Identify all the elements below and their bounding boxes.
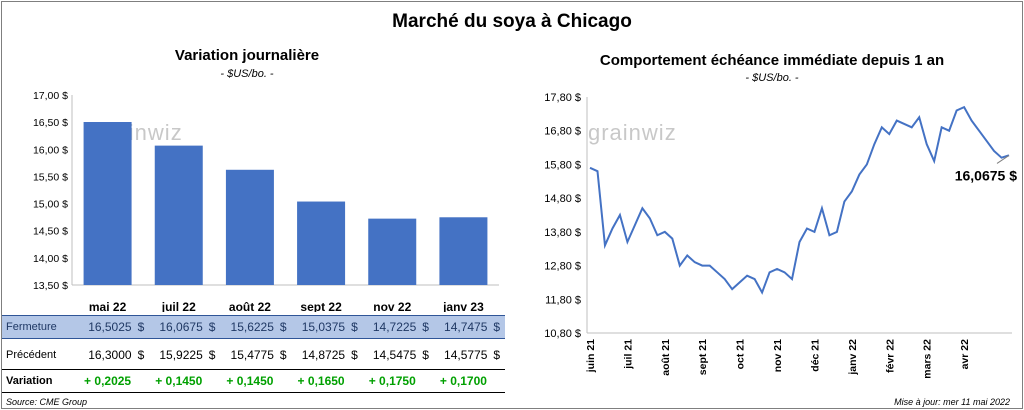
currency-symbol: $ — [422, 348, 429, 362]
precedent-value: 15,4775 — [230, 348, 274, 362]
line-x-tick-label: févr 22 — [884, 339, 896, 373]
left-chart-subtitle: - $US/bo. - — [220, 68, 274, 80]
currency-symbol: $ — [279, 320, 287, 334]
line-x-tick-label: avr 22 — [959, 339, 971, 370]
line-x-tick-label: juil 21 — [622, 339, 634, 370]
bar-y-tick-label: 17,00 $ — [33, 90, 68, 102]
currency-symbol: $ — [208, 320, 216, 334]
source-note: Source: CME Group — [6, 397, 88, 407]
variation-value: + 0,1650 — [297, 374, 345, 388]
line-x-tick-label: juin 21 — [585, 339, 597, 373]
table-row-fermeture: Fermeture 16,5025 $16,0675 $15,6225 $15,037… — [2, 315, 505, 339]
line-y-tick-label: 10,80 $ — [544, 328, 581, 340]
fermeture-value: 14,7475 — [444, 320, 488, 334]
line-y-tick-label: 11,80 $ — [545, 294, 581, 306]
variation-value: + 0,1700 — [439, 374, 487, 388]
line-x-tick-label: nov 21 — [772, 339, 784, 372]
bar — [297, 201, 346, 285]
bar-x-tick-label: août 22 — [229, 300, 271, 312]
fermeture-value: 15,6225 — [230, 320, 274, 334]
table-row-precedent: Précédent 16,3000 $15,9225 $15,4775 $14,872… — [2, 344, 505, 366]
line-y-tick-label: 14,80 $ — [544, 193, 581, 205]
bar-y-tick-label: 15,50 $ — [33, 171, 68, 183]
precedent-value: 14,5775 — [444, 348, 488, 362]
bar-x-tick-label: sept 22 — [300, 300, 342, 312]
line-x-tick-label: août 21 — [660, 339, 672, 376]
line-y-tick-label: 15,80 $ — [544, 159, 581, 171]
line-y-tick-label: 13,80 $ — [544, 227, 581, 239]
bar-y-tick-label: 13,50 $ — [33, 280, 68, 292]
right-chart-subtitle: - $US/bo. - — [745, 72, 799, 84]
line-x-tick-label: sept 21 — [697, 339, 709, 375]
bar-y-tick-label: 15,00 $ — [33, 199, 68, 211]
currency-symbol: $ — [208, 348, 216, 362]
precedent-value: 14,8725 — [301, 348, 346, 362]
precedent-value: 15,9225 — [159, 348, 203, 362]
line-x-tick-label: oct 21 — [735, 339, 747, 370]
line-x-tick-label: janv 22 — [847, 339, 859, 376]
main-title: Marché du soya à Chicago — [392, 11, 632, 32]
bar-x-tick-label: mai 22 — [89, 300, 127, 312]
line-chart: 10,80 $ 11,80 $ 12,80 $ 13,80 $ 14,80 $ 15,80… — [544, 92, 1017, 379]
precedent-value: 14,5475 — [372, 348, 417, 362]
variation-label: Variation — [6, 375, 53, 387]
last-value-leader — [996, 154, 1010, 164]
currency-symbol: $ — [351, 348, 358, 362]
currency-symbol: $ — [351, 320, 358, 334]
currency-symbol: $ — [137, 320, 145, 334]
precedent-label: Précédent — [6, 349, 57, 361]
fermeture-value: 16,0675 — [159, 320, 203, 334]
line-x-tick-label: mars 22 — [922, 339, 934, 379]
currency-symbol: $ — [493, 320, 501, 334]
line-y-tick-label: 12,80 $ — [544, 261, 581, 273]
fermeture-label: Fermeture — [6, 321, 57, 333]
line-y-tick-label: 17,80 $ — [544, 92, 581, 104]
currency-symbol: $ — [422, 320, 429, 334]
bar-chart: 13,50 $ 14,00 $ 14,50 $ 15,00 $ 15,50 $ 16,00… — [33, 90, 499, 312]
bar-y-tick-label: 14,00 $ — [33, 253, 68, 265]
bar — [154, 145, 203, 285]
bar — [368, 218, 417, 285]
variation-value: + 0,1750 — [368, 374, 416, 388]
bar-x-tick-label: juil 22 — [161, 300, 196, 312]
fermeture-value: 15,0375 — [301, 320, 346, 334]
bar — [225, 169, 274, 285]
bar-x-tick-label: nov 22 — [373, 300, 411, 312]
precedent-value: 16,3000 — [88, 348, 132, 362]
right-watermark: grainwiz — [588, 120, 677, 145]
bar-y-tick-label: 16,50 $ — [33, 117, 68, 129]
price-series-line — [589, 105, 1010, 295]
bar-y-tick-label: 16,00 $ — [33, 144, 68, 156]
update-date: Mise à jour: mer 11 mai 2022 — [894, 397, 1010, 407]
right-chart-title: Comportement échéance immédiate depuis 1… — [599, 52, 945, 69]
bar — [439, 217, 488, 285]
line-x-tick-label: déc 21 — [809, 339, 821, 372]
fermeture-value: 16,5025 — [88, 320, 132, 334]
currency-symbol: $ — [279, 348, 287, 362]
bar-y-tick-label: 14,50 $ — [33, 226, 68, 238]
currency-symbol: $ — [493, 348, 501, 362]
fermeture-value: 14,7225 — [372, 320, 417, 334]
bar — [83, 122, 132, 285]
bar-x-tick-label: janv 23 — [442, 300, 484, 312]
variation-value: + 0,1450 — [226, 374, 274, 388]
line-y-tick-label: 16,80 $ — [544, 126, 581, 138]
table-row-variation: Variation + 0,2025 + 0,1450 + 0,1450 + 0,16… — [2, 369, 505, 393]
last-value-label: 16,0675 $ — [955, 167, 1017, 183]
left-chart-title: Variation journalière — [174, 47, 320, 64]
variation-value: + 0,2025 — [84, 374, 132, 388]
currency-symbol: $ — [137, 348, 145, 362]
variation-value: + 0,1450 — [155, 374, 203, 388]
